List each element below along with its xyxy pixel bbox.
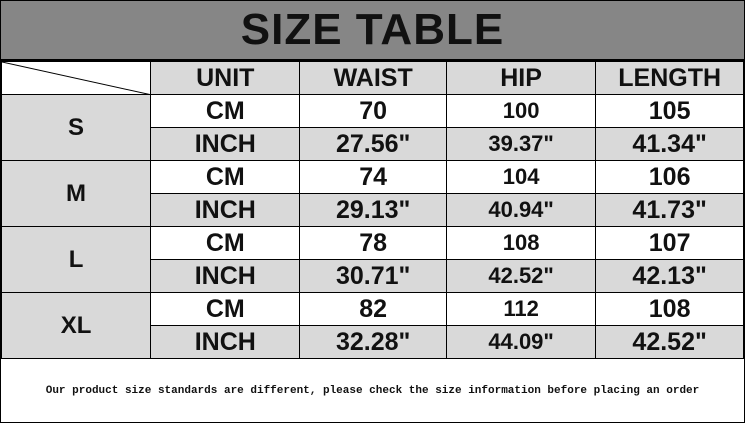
table-row: INCH 29.13" 40.94" 41.73": [2, 193, 744, 227]
size-label: S: [0, 94, 152, 161]
page-title: SIZE TABLE: [1, 1, 744, 61]
hip-cell: 39.37": [445, 127, 597, 161]
length-cell: 105: [595, 94, 744, 128]
unit-cell: CM: [150, 226, 301, 260]
length-cell: 42.52": [595, 325, 744, 359]
unit-cell: INCH: [150, 325, 301, 359]
header-unit: UNIT: [150, 61, 301, 95]
unit-cell: INCH: [150, 259, 301, 293]
header-waist: WAIST: [299, 61, 447, 95]
length-cell: 41.73": [595, 193, 744, 227]
unit-cell: CM: [150, 292, 301, 326]
diagonal-line: [2, 62, 148, 94]
corner-cell: [0, 61, 152, 95]
footer-note: Our product size standards are different…: [45, 384, 700, 397]
waist-cell: 32.28": [299, 325, 447, 359]
table-row: INCH 27.56" 39.37" 41.34": [2, 127, 744, 161]
size-label: XL: [0, 292, 152, 359]
table-row: XL CM 82 112 108: [0, 292, 744, 359]
table-row: M CM 74 104 106: [0, 160, 744, 227]
waist-cell: 70: [299, 94, 447, 128]
header-hip: HIP: [445, 61, 597, 95]
size-label: M: [0, 160, 152, 227]
waist-cell: 29.13": [299, 193, 447, 227]
length-cell: 107: [595, 226, 744, 260]
hip-cell: 104: [445, 160, 597, 194]
unit-cell: CM: [150, 160, 301, 194]
unit-cell: INCH: [150, 127, 301, 161]
waist-cell: 78: [299, 226, 447, 260]
length-cell: 42.13": [595, 259, 744, 293]
length-cell: 108: [595, 292, 744, 326]
table-row: INCH 30.71" 42.52" 42.13": [2, 259, 744, 293]
size-label: L: [0, 226, 152, 293]
hip-cell: 42.52": [445, 259, 597, 293]
unit-cell: INCH: [150, 193, 301, 227]
unit-cell: CM: [150, 94, 301, 128]
hip-cell: 40.94": [445, 193, 597, 227]
hip-cell: 108: [445, 226, 597, 260]
table-row: S CM 70 100 105: [0, 94, 744, 161]
waist-cell: 27.56": [299, 127, 447, 161]
length-cell: 106: [595, 160, 744, 194]
table-row: L CM 78 108 107: [0, 226, 744, 293]
header-row: UNIT WAIST HIP LENGTH: [0, 61, 744, 95]
hip-cell: 112: [445, 292, 597, 326]
length-cell: 41.34": [595, 127, 744, 161]
hip-cell: 100: [445, 94, 597, 128]
table-row: INCH 32.28" 44.09" 42.52": [2, 325, 744, 359]
waist-cell: 30.71": [299, 259, 447, 293]
waist-cell: 82: [299, 292, 447, 326]
waist-cell: 74: [299, 160, 447, 194]
size-table: UNIT WAIST HIP LENGTH S CM 70 100 105 INCH 27.…: [0, 61, 744, 359]
header-length: LENGTH: [595, 61, 744, 95]
hip-cell: 44.09": [445, 325, 597, 359]
